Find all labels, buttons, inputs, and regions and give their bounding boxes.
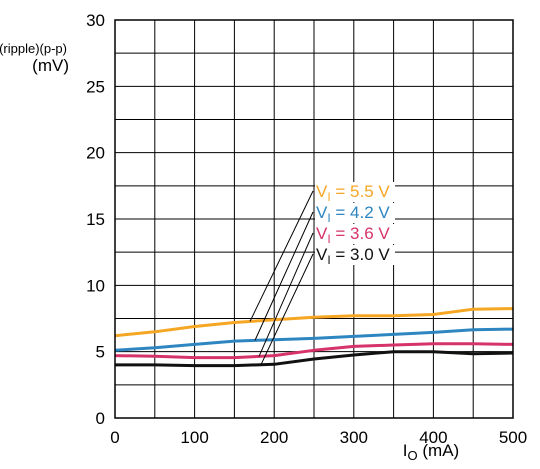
x-tick-label: 0 <box>110 428 119 447</box>
series-line-3 <box>114 342 514 360</box>
y-tick-label: 5 <box>96 343 105 362</box>
x-tick-label: 300 <box>340 428 368 447</box>
legend-label: VI = 3.0 V <box>316 245 390 267</box>
legend-label-background <box>315 245 395 265</box>
x-tick-label: 100 <box>180 428 208 447</box>
legend-leader-line <box>249 190 314 322</box>
x-tick-label: 400 <box>419 428 447 447</box>
series-line-1 <box>114 307 514 338</box>
series-line-4 <box>115 350 514 368</box>
series-line-2 <box>114 327 514 352</box>
legend-leader-line <box>258 232 314 357</box>
y-tick-label: 25 <box>86 77 105 96</box>
legend-label-background <box>315 224 395 244</box>
legend-label: VI = 5.5 V <box>316 182 390 204</box>
legend-leader-line <box>260 253 314 365</box>
y-tick-label: 15 <box>86 210 105 229</box>
y-tick-label: 10 <box>86 276 105 295</box>
x-tick-label: 200 <box>260 428 288 447</box>
chart-series <box>114 307 514 368</box>
y-tick-label: 30 <box>86 11 105 30</box>
x-axis-title: IO (mA) <box>403 441 459 463</box>
legend-label-background <box>315 182 395 202</box>
y-axis-title-main: Vo(ripple)(p-p) <box>0 34 67 56</box>
y-tick-label: 0 <box>96 409 105 428</box>
plot-frame <box>114 19 514 419</box>
y-axis-title-unit: (mV) <box>32 56 69 75</box>
y-tick-label: 20 <box>86 144 105 163</box>
legend-label: VI = 4.2 V <box>316 203 390 225</box>
chart-axes: 0 100 200 300 400 500 0 5 10 15 20 25 30 <box>86 11 527 447</box>
legend-leader-line <box>254 211 314 341</box>
legend-label-background <box>315 203 395 223</box>
legend-leader-lines <box>249 190 314 365</box>
legend-label: VI = 3.6 V <box>316 224 390 246</box>
x-tick-label: 500 <box>499 428 527 447</box>
chart-legend: VI = 5.5 VVI = 4.2 VVI = 3.6 VVI = 3.0 V <box>315 182 395 267</box>
